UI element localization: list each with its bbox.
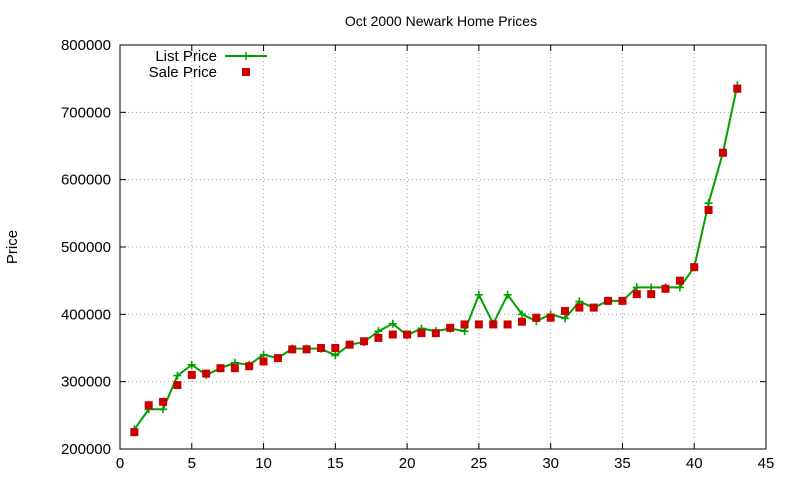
y-axis-label: Price <box>4 230 21 264</box>
sale-price-point <box>259 357 268 366</box>
sale-price-point <box>202 369 211 378</box>
legend-label: List Price <box>155 48 217 65</box>
sale-price-point <box>273 354 282 363</box>
list-price-point <box>474 290 483 299</box>
sale-price-point <box>632 290 641 299</box>
sale-price-point <box>532 313 541 322</box>
sale-price-point <box>288 345 297 354</box>
list-price-point <box>388 319 397 328</box>
sale-price-point <box>575 303 584 312</box>
sale-price-point <box>159 397 168 406</box>
list-price-point <box>173 371 182 380</box>
x-tick-label: 15 <box>327 455 344 472</box>
sale-price-point <box>374 333 383 342</box>
sale-price-point <box>417 329 426 338</box>
x-tick-label: 45 <box>758 455 775 472</box>
sale-price-point <box>460 320 469 329</box>
sale-price-point <box>589 303 598 312</box>
series-sale-price <box>130 84 742 437</box>
list-price-point <box>632 283 641 292</box>
sale-price-point <box>431 329 440 338</box>
sale-price-point <box>345 340 354 349</box>
sale-price-point <box>388 330 397 339</box>
y-tick-label: 700000 <box>61 104 111 121</box>
sale-price-point <box>173 381 182 390</box>
sale-price-point <box>216 364 225 373</box>
sale-price-point <box>503 320 512 329</box>
legend-label: Sale Price <box>149 64 217 81</box>
list-price-point <box>259 350 268 359</box>
x-tick-label: 40 <box>686 455 703 472</box>
x-tick-label: 20 <box>399 455 416 472</box>
sale-price-point <box>661 284 670 293</box>
sale-price-point <box>561 306 570 315</box>
list-price-point <box>374 327 383 336</box>
list-price-point <box>503 290 512 299</box>
x-tick-label: 0 <box>116 455 124 472</box>
y-tick-label: 400000 <box>61 306 111 323</box>
list-price-point <box>517 310 526 319</box>
list-price-line <box>133 85 739 431</box>
sale-price-point <box>187 370 196 379</box>
chart-title: Oct 2000 Newark Home Prices <box>345 13 537 29</box>
sale-price-point <box>474 320 483 329</box>
ticks: 0 5 10 15 20 25 30 35 40 45 200000 300000 400000 5000… <box>61 37 774 472</box>
y-tick-label: 600000 <box>61 172 111 189</box>
sale-price-point <box>690 263 699 272</box>
sale-price-point <box>618 296 627 305</box>
sale-price-point <box>546 313 555 322</box>
sale-price-point <box>230 364 239 373</box>
x-tick-label: 5 <box>188 455 196 472</box>
grid <box>120 45 766 449</box>
sale-price-point <box>489 320 498 329</box>
data-layer <box>130 81 742 437</box>
sale-price-point <box>517 317 526 326</box>
sale-price-point <box>130 428 139 437</box>
sale-price-point <box>675 276 684 285</box>
list-price-point <box>460 327 469 336</box>
x-tick-label: 35 <box>614 455 631 472</box>
y-tick-label: 300000 <box>61 374 111 391</box>
sale-price-point <box>302 345 311 354</box>
x-tick-label: 10 <box>255 455 272 472</box>
sale-price-point <box>604 296 613 305</box>
list-price-point <box>331 351 340 360</box>
sale-price-point <box>316 344 325 352</box>
sale-price-point <box>331 344 340 352</box>
legend-cross-swatch <box>242 52 250 60</box>
sale-price-point <box>647 290 656 299</box>
y-tick-label: 500000 <box>61 239 111 256</box>
y-tick-label: 200000 <box>61 441 111 458</box>
sale-price-point <box>733 84 742 93</box>
x-tick-label: 25 <box>471 455 488 472</box>
x-tick-label: 30 <box>542 455 559 472</box>
sale-price-point <box>704 205 713 214</box>
list-price-point <box>704 199 713 208</box>
list-price-point <box>647 283 656 292</box>
sale-price-point <box>245 362 254 371</box>
series-list-price <box>130 81 742 434</box>
y-tick-label: 800000 <box>61 37 111 54</box>
sale-price-point <box>446 323 455 332</box>
list-price-point <box>675 283 684 292</box>
list-price-point <box>187 360 196 369</box>
legend-square-swatch <box>242 68 250 76</box>
sale-price-point <box>144 401 153 410</box>
sale-price-point <box>718 148 727 157</box>
list-price-point <box>159 405 168 414</box>
list-price-point <box>561 314 570 323</box>
sale-price-point <box>360 337 369 346</box>
sale-price-point <box>403 330 412 339</box>
